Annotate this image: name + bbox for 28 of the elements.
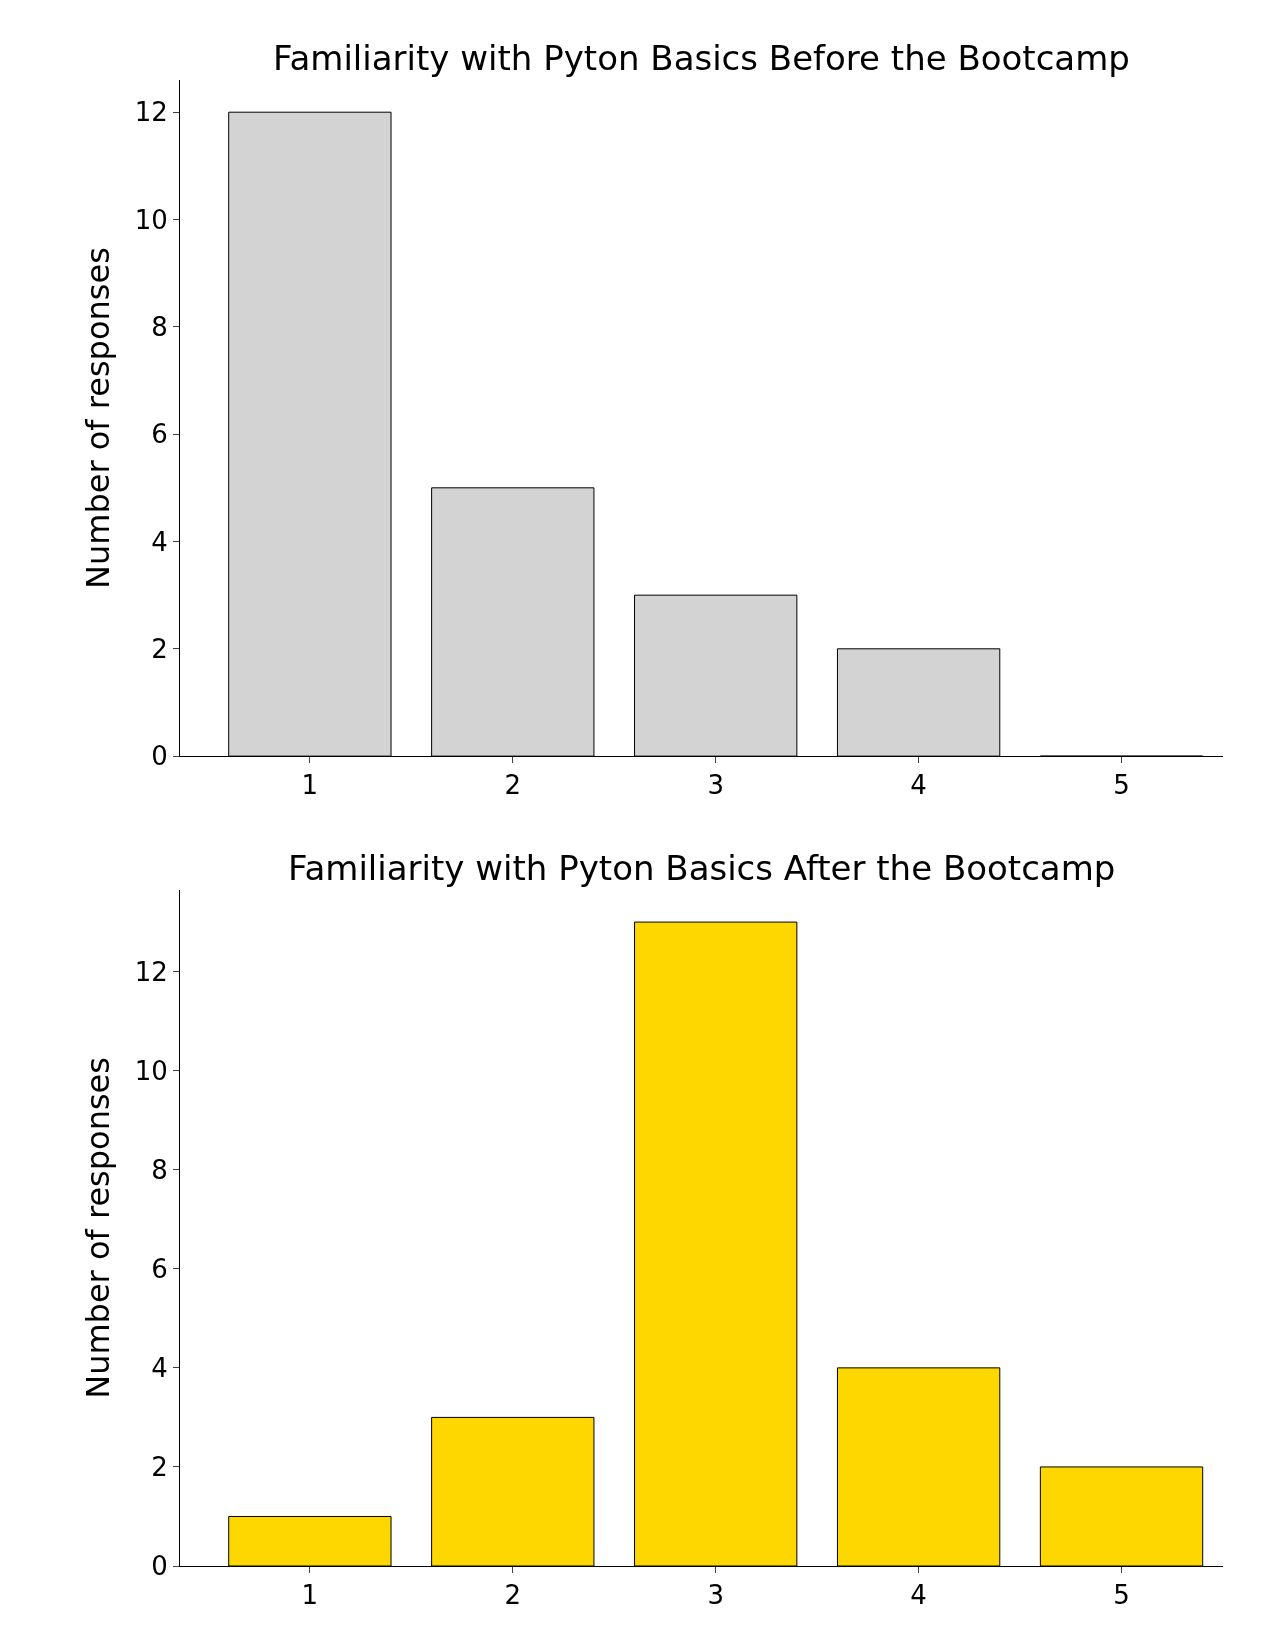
y-tick-label: 12 [134,97,168,128]
x-tick-label: 3 [707,770,724,801]
y-tick-label: 2 [151,633,168,664]
x-tick-label: 2 [504,1580,522,1611]
x-tick-label: 4 [910,770,927,801]
y-tick-label: 2 [151,1452,168,1483]
y-tick-label: 6 [151,419,168,450]
y-tick-label: 8 [151,1154,168,1185]
y-tick-label: 0 [151,1551,168,1582]
y-axis-title: Number of responses [79,1057,118,1399]
x-tick-label: 4 [910,1580,927,1611]
x-tick-label: 1 [301,1580,319,1611]
y-tick-label: 4 [151,1352,168,1383]
y-tick-label: 0 [151,741,168,772]
y-tick-label: 10 [134,1055,168,1086]
y-tick-label: 8 [151,311,168,342]
chart-title: Familiarity with Pyton Basics After the Bootcamp [288,848,1116,888]
y-tick-label: 4 [151,526,168,557]
x-tick-label: 5 [1113,770,1130,801]
x-tick-label: 3 [707,1580,724,1611]
chart-title: Familiarity with Pyton Basics Before the Bootcamp [273,38,1130,78]
y-axis-title: Number of responses [79,247,118,589]
x-tick-label: 1 [301,770,319,801]
y-tick-label: 6 [151,1253,168,1284]
y-tick-label: 10 [134,204,168,235]
x-tick-label: 2 [504,770,522,801]
x-tick-label: 5 [1113,1580,1130,1611]
y-tick-label: 12 [134,956,168,987]
